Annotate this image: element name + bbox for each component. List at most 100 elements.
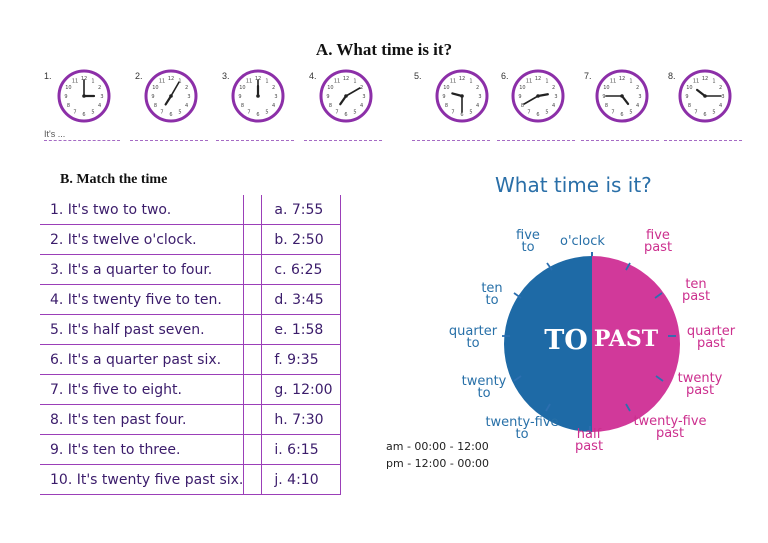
label-twentyfive-to: twenty-five to: [485, 415, 559, 442]
svg-text:5: 5: [178, 110, 181, 116]
clock-number: 4.: [309, 71, 317, 81]
time-cell: b. 2:50: [261, 224, 342, 255]
answer-cell[interactable]: [243, 404, 263, 435]
svg-text:9: 9: [518, 94, 521, 100]
svg-text:9: 9: [685, 94, 688, 100]
clock-number: 8.: [668, 71, 676, 81]
svg-text:3: 3: [638, 94, 641, 100]
answer-cell[interactable]: [243, 314, 263, 345]
time-cell: c. 6:25: [261, 254, 342, 285]
svg-text:10: 10: [443, 85, 449, 91]
svg-text:1: 1: [178, 78, 181, 84]
svg-text:10: 10: [603, 85, 609, 91]
svg-text:4: 4: [719, 103, 722, 109]
svg-text:9: 9: [326, 94, 329, 100]
am-note: am - 00:00 - 12:00: [386, 440, 489, 453]
match-table: 1. It's two to two. a. 7:55 2. It's twelve…: [40, 195, 342, 495]
answer-blank[interactable]: [44, 140, 120, 141]
table-row: 3. It's a quarter to four. c. 6:25: [40, 254, 342, 285]
label-quarter-to: quarter to: [448, 324, 498, 351]
svg-text:12: 12: [459, 76, 465, 82]
svg-text:7: 7: [160, 110, 163, 116]
table-row: 6. It's a quarter past six. f. 9:35: [40, 344, 342, 375]
answer-cell[interactable]: [243, 344, 263, 375]
answer-cell[interactable]: [243, 195, 263, 225]
svg-text:6: 6: [344, 112, 347, 118]
section-b-title: B. Match the time: [60, 172, 168, 187]
svg-text:11: 11: [72, 78, 78, 84]
table-row: 4. It's twenty five to ten. d. 3:45: [40, 284, 342, 315]
panel-title: What time is it?: [495, 173, 652, 197]
answer-cell[interactable]: [243, 224, 263, 255]
svg-text:7: 7: [247, 110, 250, 116]
svg-text:8: 8: [521, 103, 524, 109]
label-five-past: five past: [643, 228, 673, 255]
clock-number: 1.: [44, 71, 52, 81]
answer-cell[interactable]: [243, 464, 263, 495]
sentence-cell: 6. It's a quarter past six.: [40, 344, 245, 375]
time-cell: d. 3:45: [261, 284, 342, 315]
svg-text:5: 5: [91, 110, 94, 116]
answer-blank[interactable]: [412, 140, 490, 141]
svg-text:1: 1: [545, 78, 548, 84]
svg-text:3: 3: [478, 94, 481, 100]
svg-text:2: 2: [360, 85, 363, 91]
svg-text:12: 12: [702, 76, 708, 82]
label-five-to: five to: [516, 228, 540, 255]
answer-cell[interactable]: [243, 374, 263, 405]
svg-text:11: 11: [693, 78, 699, 84]
svg-text:3: 3: [100, 94, 103, 100]
label-twentyfive-past: twenty-five past: [633, 414, 707, 441]
svg-text:8: 8: [241, 103, 244, 109]
answer-cell[interactable]: [243, 254, 263, 285]
answer-cell[interactable]: [243, 284, 263, 315]
svg-text:4: 4: [476, 103, 479, 109]
sentence-cell: 4. It's twenty five to ten.: [40, 284, 245, 315]
svg-text:10: 10: [239, 85, 245, 91]
svg-text:6: 6: [82, 112, 85, 118]
svg-text:3: 3: [554, 94, 557, 100]
answer-blank[interactable]: [497, 140, 575, 141]
time-cell: f. 9:35: [261, 344, 342, 375]
to-past-diagram: TO PAST: [504, 252, 680, 432]
svg-text:8: 8: [329, 103, 332, 109]
label-oclock: o'clock: [560, 234, 605, 249]
answer-blank[interactable]: [216, 140, 294, 141]
svg-text:4: 4: [552, 103, 555, 109]
to-word: TO: [544, 325, 588, 356]
table-row: 1. It's two to two. a. 7:55: [40, 195, 342, 225]
answer-blank[interactable]: [304, 140, 382, 141]
svg-text:11: 11: [450, 78, 456, 84]
svg-text:11: 11: [246, 78, 252, 84]
svg-text:1: 1: [265, 78, 268, 84]
svg-text:5: 5: [712, 110, 715, 116]
svg-text:2: 2: [552, 85, 555, 91]
svg-text:11: 11: [159, 78, 165, 84]
svg-text:2: 2: [476, 85, 479, 91]
answer-blank[interactable]: [581, 140, 659, 141]
table-row: 8. It's ten past four. h. 7:30: [40, 404, 342, 435]
answer-blank[interactable]: [664, 140, 742, 141]
past-word: PAST: [594, 326, 659, 352]
clock-number: 6.: [501, 71, 509, 81]
svg-text:1: 1: [353, 78, 356, 84]
diagram-ticks: [502, 262, 676, 433]
svg-text:6: 6: [169, 112, 172, 118]
svg-text:12: 12: [535, 76, 541, 82]
svg-text:12: 12: [168, 76, 174, 82]
svg-text:12: 12: [343, 76, 349, 82]
svg-text:7: 7: [527, 110, 530, 116]
clock-number: 3.: [222, 71, 230, 81]
svg-text:8: 8: [445, 103, 448, 109]
svg-text:6: 6: [460, 112, 463, 118]
pm-note: pm - 12:00 - 00:00: [386, 457, 490, 470]
clock-number: 5.: [414, 71, 422, 81]
answer-blank[interactable]: [130, 140, 208, 141]
its-label: It's ...: [44, 129, 66, 139]
answer-cell[interactable]: [243, 434, 263, 465]
